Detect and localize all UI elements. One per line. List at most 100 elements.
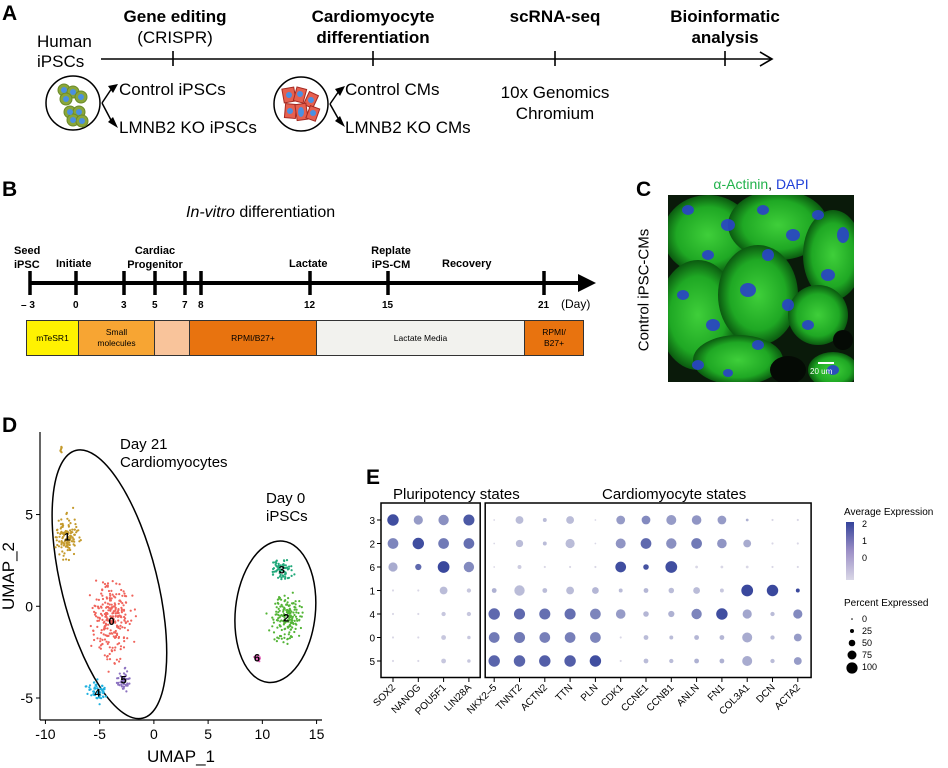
dot bbox=[618, 588, 623, 593]
legend-expr-tick: 2 bbox=[862, 519, 868, 529]
cluster-row-label: 6 bbox=[369, 563, 375, 574]
gene-label: ANLN bbox=[675, 682, 702, 709]
group-2-line-1: Day 0 bbox=[266, 490, 306, 507]
dot bbox=[669, 635, 674, 640]
event-seed-line-1: Seed bbox=[14, 245, 41, 257]
group-2-line-2: iPSCs bbox=[266, 508, 308, 525]
umap-group-ipscs: Day 0 iPSCs bbox=[266, 490, 308, 526]
dot bbox=[488, 608, 500, 620]
legend-percent-ticks: 0 25 50 75 100 bbox=[862, 613, 877, 673]
dot bbox=[666, 538, 677, 549]
day-tick: 8 bbox=[198, 300, 204, 311]
cluster-label: 5 bbox=[120, 675, 126, 687]
umap-plot: -10 -5 0 5 10 15 -5 0 5 UMAP_1 UMAP_2 0 1 2 3 4 5 6 bbox=[0, 432, 325, 766]
svg-text:5: 5 bbox=[25, 507, 33, 523]
stain-separator: , bbox=[768, 176, 776, 192]
dot bbox=[745, 518, 749, 522]
dot bbox=[592, 587, 599, 594]
legend-pct-tick: 0 bbox=[862, 614, 868, 624]
differentiation-timeline bbox=[28, 271, 596, 295]
dot bbox=[615, 538, 626, 549]
dot bbox=[669, 658, 674, 664]
day-unit: (Day) bbox=[561, 297, 591, 311]
group-pluripotency-title: Pluripotency states bbox=[393, 486, 520, 503]
day-tick: 15 bbox=[382, 300, 394, 311]
panel-a-letter: A bbox=[2, 2, 18, 25]
gene-label: FN1 bbox=[706, 682, 727, 703]
dot bbox=[643, 658, 649, 664]
dot bbox=[564, 632, 576, 643]
dot bbox=[793, 609, 803, 619]
gene-label: ACTA2 bbox=[773, 682, 803, 712]
event-seed-line-2: iPSC bbox=[14, 259, 40, 271]
dot bbox=[564, 608, 576, 620]
step-differentiation-title-2: differentiation bbox=[316, 28, 430, 47]
outcome-control-cms: Control CMs bbox=[345, 80, 440, 99]
event-cardiac-line-2: Progenitor bbox=[127, 259, 183, 271]
group-1-line-2: Cardiomyocytes bbox=[120, 454, 228, 471]
dot bbox=[691, 538, 702, 549]
seq-platform-line-2: Chromium bbox=[515, 104, 595, 123]
dot bbox=[691, 608, 702, 620]
dot bbox=[566, 586, 575, 595]
dot bbox=[796, 542, 799, 545]
day-tick: – 3 bbox=[21, 300, 35, 311]
dot bbox=[539, 608, 551, 620]
media-label: B27+ bbox=[543, 338, 565, 348]
svg-text:15: 15 bbox=[309, 726, 325, 742]
dot-plot: 3261405SOX2NANOGPOU5F1LIN28ANKX2–5TNNT2A… bbox=[369, 502, 812, 718]
panel-a-timeline bbox=[45, 51, 774, 132]
dot bbox=[641, 515, 651, 525]
legend-expression-title: Average Expression bbox=[844, 507, 934, 518]
panel-c-letter: C bbox=[636, 178, 652, 201]
dot bbox=[619, 659, 622, 663]
dot bbox=[666, 515, 677, 525]
umap-cluster-1 bbox=[54, 506, 82, 562]
gene-label: ACTN2 bbox=[519, 682, 550, 713]
dot bbox=[463, 514, 475, 526]
dot bbox=[616, 515, 626, 525]
dot bbox=[716, 608, 728, 620]
cardiomyocyte-icon bbox=[273, 76, 329, 132]
dot bbox=[643, 611, 649, 617]
dot bbox=[590, 608, 601, 620]
dot bbox=[720, 565, 724, 569]
dot bbox=[796, 565, 799, 569]
cluster-row-label: 4 bbox=[369, 610, 375, 621]
dot bbox=[517, 565, 522, 569]
dot bbox=[594, 565, 597, 569]
gene-label: CCNB1 bbox=[645, 682, 677, 714]
legend-expression-gradient bbox=[846, 522, 854, 580]
svg-text:0: 0 bbox=[25, 598, 33, 614]
dot bbox=[542, 588, 548, 593]
event-seed-ipsc: Seed iPSC bbox=[14, 244, 40, 272]
dot bbox=[693, 587, 700, 594]
dot bbox=[391, 612, 395, 616]
legend-percent-dots bbox=[846, 618, 858, 674]
dot bbox=[441, 635, 446, 640]
legend-percent-title: Percent Expressed bbox=[844, 598, 929, 609]
dot bbox=[488, 632, 500, 643]
event-lactate: Lactate bbox=[289, 258, 328, 270]
media-rpmi-b27: RPMI/B27+ bbox=[190, 321, 317, 355]
dot bbox=[719, 588, 724, 593]
scale-bar-label: 20 um bbox=[810, 367, 833, 376]
svg-text:UMAP_2: UMAP_2 bbox=[0, 542, 18, 610]
dot bbox=[590, 632, 601, 643]
umap-cluster-6 bbox=[253, 654, 261, 663]
start-label-line-2: iPSCs bbox=[37, 52, 85, 71]
dot bbox=[463, 538, 475, 549]
day-tick: 21 bbox=[538, 300, 550, 311]
dot bbox=[387, 514, 399, 526]
media-mtesr1: mTeSR1 bbox=[27, 321, 79, 355]
step-differentiation-title: Cardiomyocyte bbox=[311, 7, 435, 26]
dot bbox=[488, 655, 500, 667]
dot bbox=[717, 515, 727, 525]
svg-text:5: 5 bbox=[204, 726, 212, 742]
dot bbox=[770, 611, 775, 617]
day-tick: 5 bbox=[152, 300, 158, 311]
dot bbox=[771, 542, 774, 545]
event-recovery: Recovery bbox=[442, 258, 492, 270]
media-label: RPMI/ bbox=[542, 327, 566, 337]
panel-b-title-italic: In-vitro bbox=[186, 204, 235, 221]
